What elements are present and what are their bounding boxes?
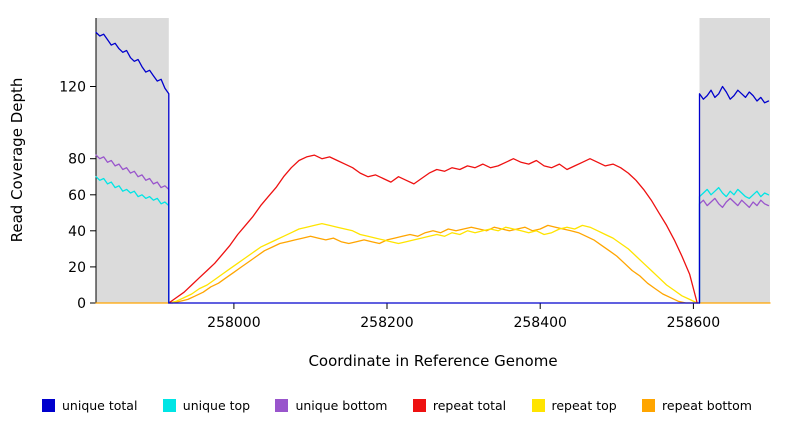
shaded-region [699, 18, 770, 303]
series-repeat-total-line [168, 154, 698, 304]
legend-item-repeat-bottom: repeat bottom [642, 398, 752, 413]
coverage-plot: Read Coverage Depth 0 20 40 60 80 120 258000 25… [8, 18, 771, 331]
series-unique-bottom-line [95, 154, 170, 304]
legend-swatch [531, 399, 545, 412]
y-tick-label: 40 [68, 224, 86, 240]
x-tick-label: 258400 [513, 315, 566, 331]
y-tick-label: 60 [68, 188, 86, 204]
series-unique-top-line [698, 186, 770, 304]
legend-item-repeat-total: repeat total [412, 398, 507, 413]
legend-item-unique-top: unique top [162, 398, 251, 413]
x-axis-label: Coordinate in Reference Genome [308, 352, 558, 370]
legend-item-unique-total: unique total [42, 398, 137, 413]
x-tick-label: 258200 [360, 315, 413, 331]
legend-swatch [275, 399, 289, 412]
y-tick-label: 20 [68, 260, 86, 276]
legend-swatch [162, 399, 176, 412]
y-tick-label: 0 [77, 296, 86, 312]
shaded-region [96, 18, 169, 303]
y-tick-label: 80 [68, 152, 86, 168]
legend-item-unique-bottom: unique bottom [275, 398, 388, 413]
legend: unique total unique top unique bottom repea… [0, 398, 792, 413]
series-repeat-top-line [168, 222, 698, 304]
legend-label: unique bottom [295, 398, 388, 413]
plot-layers: 0 20 40 60 80 120 258000 258200 258400 258600 [59, 18, 771, 331]
legend-swatch [42, 399, 55, 412]
legend-item-repeat-top: repeat top [531, 398, 617, 413]
y-tick-label: 120 [59, 80, 86, 96]
series-unique-total-line [698, 85, 770, 304]
legend-label: repeat bottom [662, 398, 752, 413]
coverage-figure: Read Coverage Depth 0 20 40 60 80 120 258000 25… [8, 18, 771, 413]
legend-label: repeat total [432, 398, 507, 413]
x-tick-label: 258600 [667, 315, 720, 331]
x-tick-label: 258000 [207, 315, 260, 331]
legend-label: repeat top [551, 398, 617, 413]
legend-swatch [642, 399, 656, 412]
legend-swatch [412, 399, 426, 412]
legend-label: unique total [62, 398, 138, 413]
legend-label: unique top [182, 398, 251, 413]
series-unique-top-line [95, 176, 170, 304]
y-axis-label: Read Coverage Depth [8, 78, 26, 243]
series-unique-bottom-line [698, 197, 770, 304]
series-repeat-bottom-line [95, 224, 771, 304]
series-unique-total-line [95, 31, 170, 304]
